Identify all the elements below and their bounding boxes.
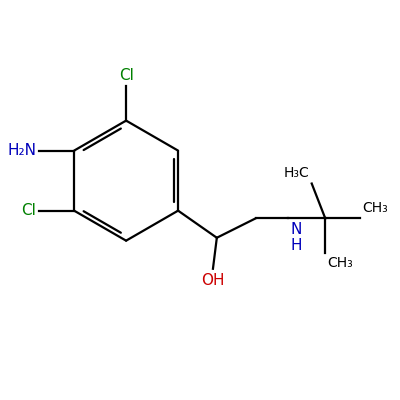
Text: N
H: N H [290, 222, 302, 254]
Text: Cl: Cl [21, 203, 36, 218]
Text: OH: OH [201, 273, 225, 288]
Text: CH₃: CH₃ [362, 201, 388, 215]
Text: Cl: Cl [119, 68, 134, 83]
Text: H₂N: H₂N [7, 143, 36, 158]
Text: CH₃: CH₃ [327, 256, 353, 270]
Text: H₃C: H₃C [284, 166, 310, 180]
